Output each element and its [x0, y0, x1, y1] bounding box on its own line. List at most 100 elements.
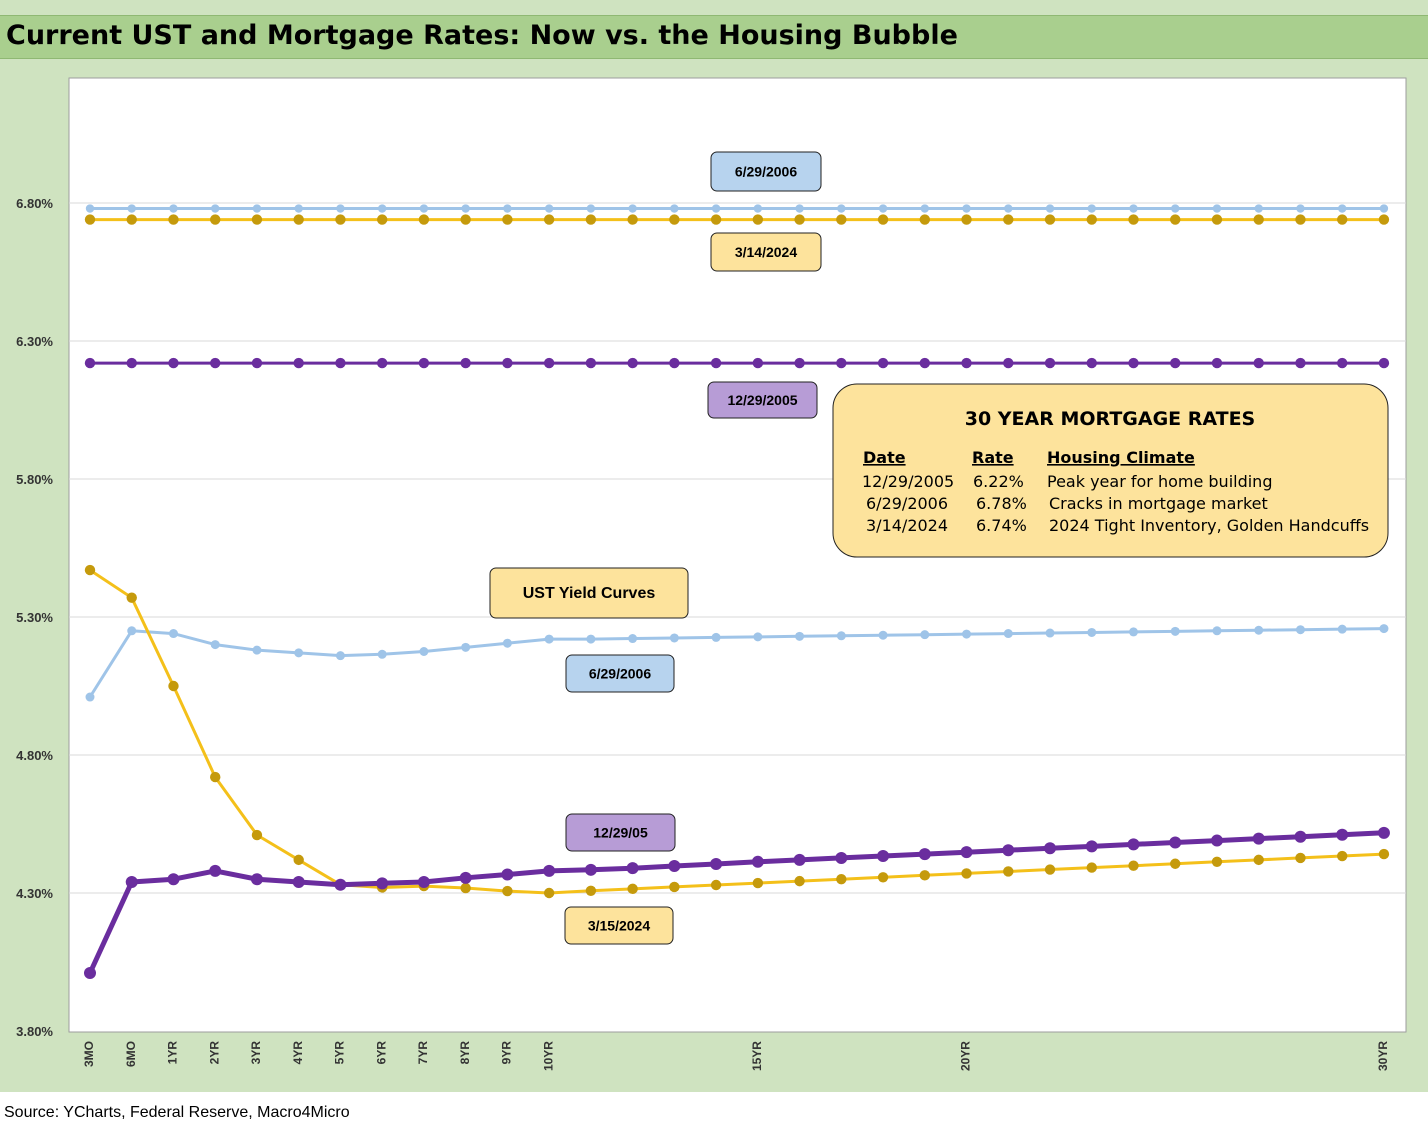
data-point	[84, 214, 96, 225]
data-point	[1295, 625, 1305, 635]
data-point	[794, 875, 805, 887]
data-point	[1003, 866, 1014, 877]
data-point	[293, 357, 304, 369]
series-3	[85, 624, 1389, 702]
data-point	[669, 214, 680, 225]
table-cell: 6.22%	[973, 472, 1024, 491]
data-point	[795, 631, 805, 641]
series-2	[84, 357, 1390, 369]
data-point	[670, 204, 679, 213]
data-point	[1086, 357, 1097, 369]
data-point	[294, 648, 304, 658]
data-point	[210, 640, 220, 650]
data-point	[210, 771, 221, 783]
data-point	[502, 357, 513, 369]
data-point	[84, 564, 96, 576]
data-point	[503, 204, 512, 213]
data-point	[293, 854, 304, 866]
data-point	[1170, 626, 1180, 636]
annotation-text: 12/29/05	[593, 825, 648, 841]
data-point	[669, 357, 680, 369]
data-point	[961, 357, 972, 369]
data-point	[1378, 357, 1390, 369]
data-point	[793, 853, 806, 866]
data-point	[167, 873, 180, 886]
x-tick-label: 3MO	[82, 1041, 96, 1067]
series-layer	[84, 204, 1390, 980]
data-point	[85, 692, 95, 702]
y-tick-label: 5.80%	[16, 472, 53, 487]
data-point	[1379, 204, 1389, 213]
series-0	[85, 204, 1389, 213]
x-tick-label: 2YR	[207, 1041, 221, 1065]
data-point	[1253, 357, 1264, 369]
data-point	[84, 967, 96, 980]
series-1	[84, 214, 1390, 225]
data-point	[585, 214, 597, 225]
annotation-bg	[564, 906, 674, 945]
data-point	[418, 357, 430, 369]
x-tick-label: 10YR	[541, 1041, 555, 1071]
data-point	[1087, 627, 1097, 637]
data-point	[169, 204, 178, 213]
data-point	[586, 634, 596, 644]
data-point	[835, 851, 848, 864]
table-cell: 6.74%	[976, 516, 1027, 535]
data-point	[1128, 357, 1139, 369]
data-point	[960, 846, 973, 859]
data-point	[753, 632, 763, 642]
data-point	[1086, 862, 1097, 873]
data-point	[1086, 214, 1097, 225]
annotation-bg	[710, 151, 822, 192]
annotation-box: 12/29/05	[565, 813, 676, 852]
x-tick-label: 15YR	[750, 1041, 764, 1071]
x-axis: 3MO 6MO 1YR 2YR 3YR 4YR 5YR 6YR 7YR 8YR 9YR 10YR 15Y…	[82, 1041, 1390, 1071]
data-point	[1378, 214, 1390, 225]
data-point	[376, 214, 388, 225]
data-point	[168, 680, 179, 692]
data-point	[459, 871, 472, 884]
data-point	[543, 357, 555, 369]
data-point	[1337, 357, 1348, 369]
x-tick-label: 20YR	[959, 1041, 973, 1071]
data-point	[377, 204, 387, 213]
data-point	[334, 878, 347, 891]
data-point	[502, 638, 512, 648]
data-point	[878, 204, 888, 213]
data-point	[752, 214, 764, 225]
data-point	[543, 214, 555, 225]
annotation-box: 3/14/2024	[710, 232, 822, 272]
data-point	[627, 357, 638, 369]
data-point	[252, 645, 262, 655]
data-point	[1254, 625, 1264, 635]
data-point	[836, 357, 847, 369]
data-point	[1254, 204, 1263, 213]
data-point	[878, 630, 888, 640]
table-header: Date	[863, 448, 906, 467]
data-point	[1295, 357, 1306, 369]
data-point	[127, 626, 137, 636]
data-point	[251, 214, 263, 225]
data-point	[585, 885, 597, 896]
data-point	[836, 874, 847, 885]
data-point	[460, 214, 471, 225]
series-4	[84, 564, 1390, 899]
data-point	[501, 868, 514, 881]
series-line	[89, 568, 1384, 895]
data-point	[211, 204, 220, 213]
annotation-text: 3/14/2024	[735, 244, 797, 260]
data-point	[419, 647, 429, 656]
x-tick-label: 6MO	[124, 1041, 138, 1067]
gridlines	[69, 202, 1406, 894]
annotation-box: 6/29/2006	[565, 654, 675, 693]
data-point	[710, 357, 722, 369]
annotation-text: 6/29/2006	[589, 666, 651, 682]
data-point	[1169, 836, 1182, 849]
data-point	[1211, 856, 1223, 868]
source-note: Source: YCharts, Federal Reserve, Macro4…	[4, 1104, 350, 1121]
data-point	[461, 204, 470, 213]
data-point	[753, 204, 763, 213]
data-point	[209, 864, 222, 877]
data-point	[1129, 627, 1138, 637]
data-point	[85, 204, 95, 213]
